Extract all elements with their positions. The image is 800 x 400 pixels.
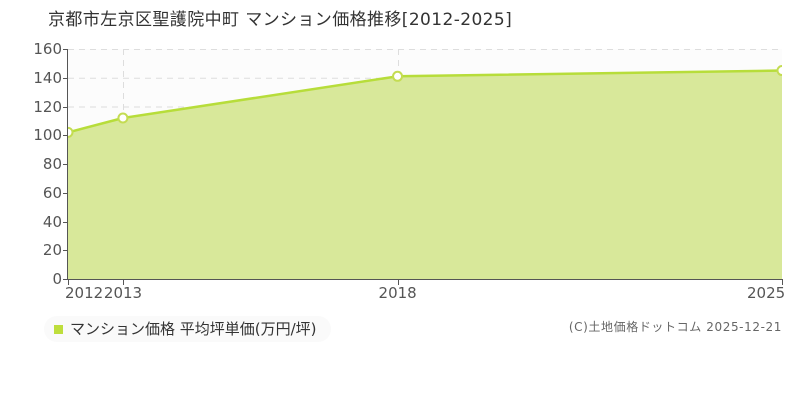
y-axis-tick-mark: [63, 78, 68, 79]
area-fill: [68, 70, 782, 279]
x-axis-tick-label: 2025: [747, 284, 786, 302]
x-axis-tick-mark: [398, 280, 399, 285]
plot-area: [68, 49, 782, 279]
y-axis-tick-mark: [63, 49, 68, 50]
copyright-credit: (C)土地価格ドットコム 2025-12-21: [568, 320, 782, 334]
x-axis-line: [67, 279, 783, 280]
data-point-marker: [392, 70, 404, 82]
chart-title: 京都市左京区聖護院中町 マンション価格推移[2012-2025]: [48, 10, 513, 30]
y-axis-tick-mark: [63, 250, 68, 251]
data-point-marker: [68, 126, 74, 138]
y-axis-tick-label: 140: [33, 68, 62, 87]
x-axis-tick-mark: [123, 280, 124, 285]
y-axis-tick-label: 0: [52, 270, 62, 288]
legend-label: マンション価格 平均坪単価(万円/坪): [70, 319, 317, 338]
y-axis-tick-label: 40: [42, 212, 62, 231]
y-axis-tick-label: 20: [42, 241, 62, 260]
x-axis-tick-label: 2018: [378, 284, 417, 302]
y-axis-tick-mark: [63, 107, 68, 108]
plot-svg: [68, 49, 782, 279]
y-axis-tick-mark: [63, 164, 68, 165]
data-point-markers: [68, 65, 782, 138]
data-point-marker: [776, 65, 782, 77]
chart-legend[interactable]: マンション価格 平均坪単価(万円/坪): [44, 316, 331, 342]
y-axis-tick-mark: [63, 193, 68, 194]
y-axis-tick-label: 120: [33, 97, 62, 116]
y-axis-tick-mark: [63, 279, 68, 280]
legend-color-swatch-icon: [54, 324, 63, 334]
y-axis-tick-label: 80: [42, 155, 62, 173]
x-axis-tick-mark: [782, 280, 783, 285]
y-axis-tick-labels: 0 20 40 60 80 100 120 140 160: [0, 0, 62, 400]
data-point-marker: [117, 112, 129, 124]
y-axis-tick-mark: [63, 135, 68, 136]
trend-line: [68, 69, 782, 134]
y-axis-tick-mark: [63, 222, 68, 223]
x-axis-tick-label: 2012: [65, 284, 104, 302]
y-axis-tick-label: 100: [33, 126, 62, 145]
y-axis-tick-label: 60: [42, 183, 62, 202]
y-axis-tick-label: 160: [33, 40, 62, 58]
x-axis-tick-mark: [68, 280, 69, 285]
x-axis-tick-label: 2013: [103, 284, 143, 302]
